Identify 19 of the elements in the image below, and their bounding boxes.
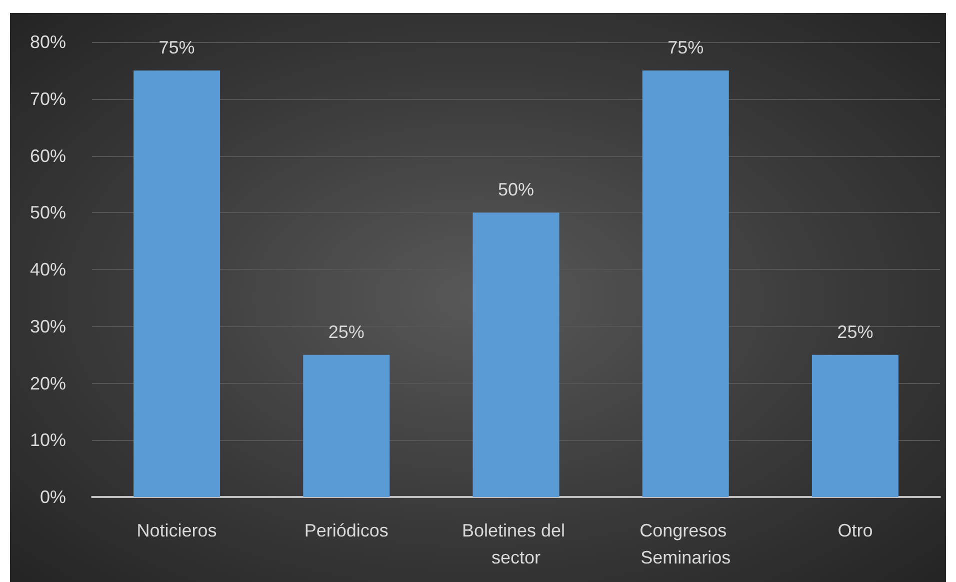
y-tick-label: 60% [30, 146, 66, 166]
x-tick-label: Noticieros [136, 520, 217, 540]
y-tick-label: 40% [30, 260, 66, 280]
data-label: 75% [668, 37, 704, 58]
x-tick-label: Congresos Seminarios [640, 520, 732, 568]
x-tick-label: Boletines del sector [462, 520, 570, 568]
data-label: 25% [328, 322, 364, 342]
y-tick-label: 10% [30, 430, 66, 450]
y-tick-label: 30% [30, 316, 66, 336]
data-label: 75% [158, 37, 195, 58]
data-label: 25% [837, 322, 874, 342]
y-tick-label: 20% [30, 373, 66, 394]
y-tick-label: 50% [30, 202, 66, 223]
y-tick-label: 0% [40, 487, 66, 507]
y-tick-label: 80% [30, 32, 66, 52]
x-tick-label: Otro [838, 520, 873, 540]
data-label: 50% [498, 180, 534, 200]
y-tick-label: 70% [30, 88, 66, 109]
x-tick-label: Periódicos [304, 520, 388, 540]
